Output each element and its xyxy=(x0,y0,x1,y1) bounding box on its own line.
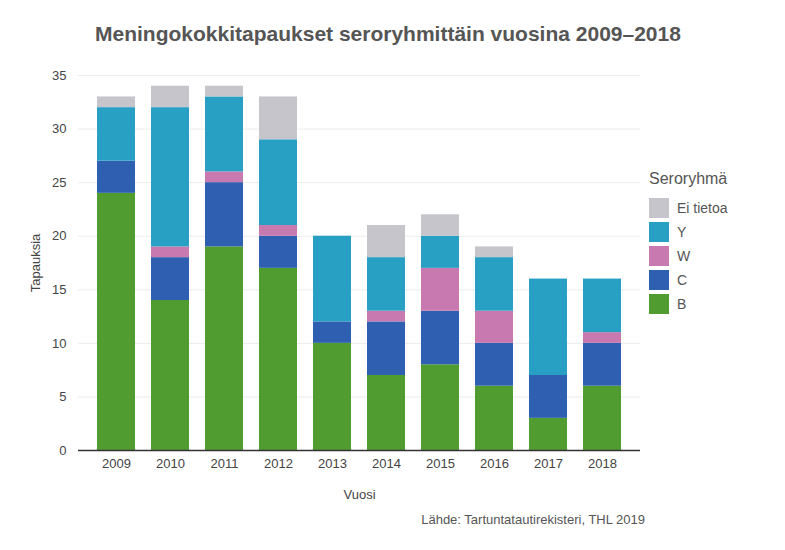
html-text:Seroryhmä: Seroryhmä xyxy=(649,170,728,187)
svg-text:5: 5 xyxy=(59,389,66,404)
svg-text:10: 10 xyxy=(52,336,66,351)
svg-text:2018: 2018 xyxy=(588,456,617,471)
svg-text:2017: 2017 xyxy=(534,456,563,471)
svg-text:Tapauksia: Tapauksia xyxy=(28,233,43,292)
html-text:W: W xyxy=(677,248,691,264)
html-text:Meningokokkitapaukset seroryhm: Meningokokkitapaukset seroryhmittäin vuo… xyxy=(95,22,681,45)
svg-text:2011: 2011 xyxy=(211,456,239,471)
svg-text:2012: 2012 xyxy=(264,456,293,471)
svg-text:2016: 2016 xyxy=(480,456,509,471)
html-text:C: C xyxy=(677,272,688,288)
svg-text:Vuosi: Vuosi xyxy=(343,487,375,502)
svg-text:2014: 2014 xyxy=(372,456,401,471)
svg-text:2009: 2009 xyxy=(102,456,131,471)
svg-text:2010: 2010 xyxy=(156,456,185,471)
svg-text:30: 30 xyxy=(52,121,66,136)
html-text:Ei tietoa: Ei tietoa xyxy=(677,200,728,216)
html-text:Y: Y xyxy=(677,224,687,240)
svg-text:2015: 2015 xyxy=(426,456,455,471)
svg-text:35: 35 xyxy=(52,68,66,83)
svg-text:15: 15 xyxy=(52,282,66,297)
svg-text:0: 0 xyxy=(59,443,66,458)
svg-text:20: 20 xyxy=(52,228,66,243)
svg-text:25: 25 xyxy=(52,175,66,190)
html-text:Lähde: Tartuntatautirekisteri,: Lähde: Tartuntatautirekisteri, THL 2019 xyxy=(421,512,645,527)
svg-text:2013: 2013 xyxy=(318,456,347,471)
html-text:B: B xyxy=(677,296,687,312)
